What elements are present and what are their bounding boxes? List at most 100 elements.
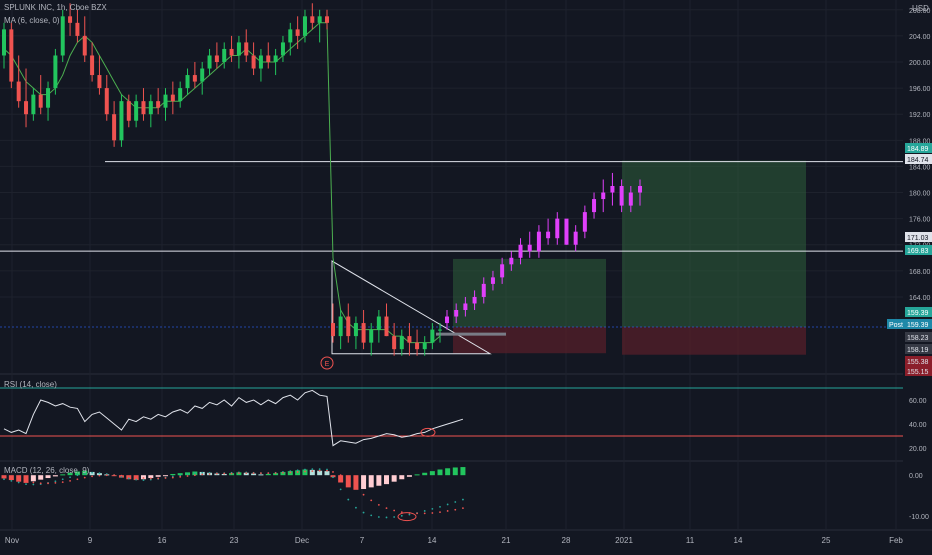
macd-signal-point (25, 480, 27, 483)
macd-signal-point (393, 509, 396, 512)
macd-signal-point (339, 474, 342, 477)
y-tick-label: 192.00 (909, 112, 931, 119)
macd-histogram-bar (8, 475, 14, 481)
candle (2, 29, 6, 56)
projection-candle (490, 277, 495, 284)
symbol-label: SPLUNK INC, 1h, Cboe BZX (4, 3, 107, 12)
macd-signal-point (164, 477, 167, 479)
macd-histogram-bar (324, 471, 330, 476)
macd-signal-point (201, 473, 204, 476)
macd-signal-point (186, 475, 189, 477)
macd-line-point (296, 469, 299, 472)
macd-signal-point (326, 469, 328, 472)
projection-candle (546, 231, 551, 239)
macd-signal-point (105, 474, 108, 477)
macd-line-point (446, 503, 449, 506)
macd-histogram-bar (376, 475, 382, 486)
macd-line-point (25, 483, 27, 486)
candle (376, 316, 381, 330)
candle (75, 22, 80, 36)
macd-signal-point (135, 476, 138, 479)
macd-signal-point (17, 479, 20, 481)
candle (353, 323, 358, 337)
macd-signal-point (47, 482, 49, 485)
x-tick-label: 16 (158, 536, 167, 545)
candle (38, 94, 43, 108)
macd-signal-point (347, 480, 350, 483)
macd-signal-point (76, 478, 79, 481)
macd-signal-point (142, 477, 145, 479)
macd-signal-point (462, 507, 464, 509)
macd-line-point (355, 506, 357, 509)
macd-histogram-bar (414, 474, 420, 476)
x-tick-label: 21 (502, 536, 511, 545)
macd-signal-point (282, 471, 284, 474)
macd-y-tick-label: 0.00 (909, 473, 923, 480)
macd-signal-point (238, 472, 240, 475)
macd-histogram-bar (163, 475, 168, 477)
price-label: 155.15 (907, 369, 929, 376)
rsi-y-tick-label: 60.00 (909, 398, 927, 405)
post-badge (887, 319, 905, 329)
candle (192, 75, 197, 82)
macd-signal-point (83, 476, 86, 479)
macd-signal-point (113, 474, 116, 477)
triangle-pattern (331, 260, 492, 355)
y-tick-label: 180.00 (909, 191, 931, 198)
macd-line-point (408, 513, 411, 516)
macd-histogram-bar (251, 473, 257, 476)
projection-candle (592, 199, 597, 213)
candle (415, 342, 420, 350)
candle (361, 323, 366, 343)
macd-line-point (186, 473, 189, 475)
macd-histogram-bar (38, 475, 44, 480)
candle (156, 101, 161, 108)
y-tick-label: 200.00 (909, 60, 931, 67)
macd-histogram-bar (330, 475, 336, 478)
candle (399, 336, 404, 350)
candle (331, 323, 335, 337)
candle (163, 94, 168, 108)
candle (288, 29, 293, 43)
rsi-ellipse-marker (420, 427, 436, 437)
x-tick-label: 7 (360, 536, 365, 545)
macd-histogram-bar (406, 475, 412, 477)
candle (384, 316, 389, 337)
macd-histogram-bar (52, 475, 58, 477)
candle (119, 101, 124, 141)
y-tick-label: 184.00 (909, 164, 931, 171)
target-zone (622, 160, 806, 328)
stop-zone (622, 327, 806, 355)
macd-signal-point (171, 476, 174, 479)
price-label-box (905, 154, 932, 164)
price-label: 158.23 (907, 335, 929, 342)
macd-line-point (193, 472, 196, 475)
macd-line-point (127, 477, 130, 480)
macd-histogram-bar (265, 473, 271, 476)
macd-line-point (385, 516, 388, 519)
macd-signal-point (3, 476, 5, 479)
price-label: 184.89 (907, 146, 929, 153)
projection-candle (610, 186, 615, 193)
macd-histogram-bar (309, 469, 315, 476)
projection-candle (601, 192, 606, 200)
macd-signal-point (296, 471, 299, 473)
macd-histogram-bar (361, 475, 367, 489)
macd-histogram-bar (45, 475, 51, 479)
target-zone (453, 258, 606, 328)
candle (369, 329, 374, 343)
candle (295, 29, 300, 36)
rsi-line (3, 389, 464, 447)
x-tick-label: 9 (88, 536, 93, 545)
projection-candle (536, 231, 541, 252)
macd-signal-point (91, 475, 93, 478)
macd-line-point (454, 501, 457, 503)
macd-signal-point (193, 474, 196, 477)
projection-candle (564, 218, 569, 245)
macd-histogram-bar (221, 473, 227, 476)
macd-histogram-bar (67, 472, 73, 476)
candle (200, 68, 205, 82)
y-tick-label: 188.00 (909, 138, 931, 145)
